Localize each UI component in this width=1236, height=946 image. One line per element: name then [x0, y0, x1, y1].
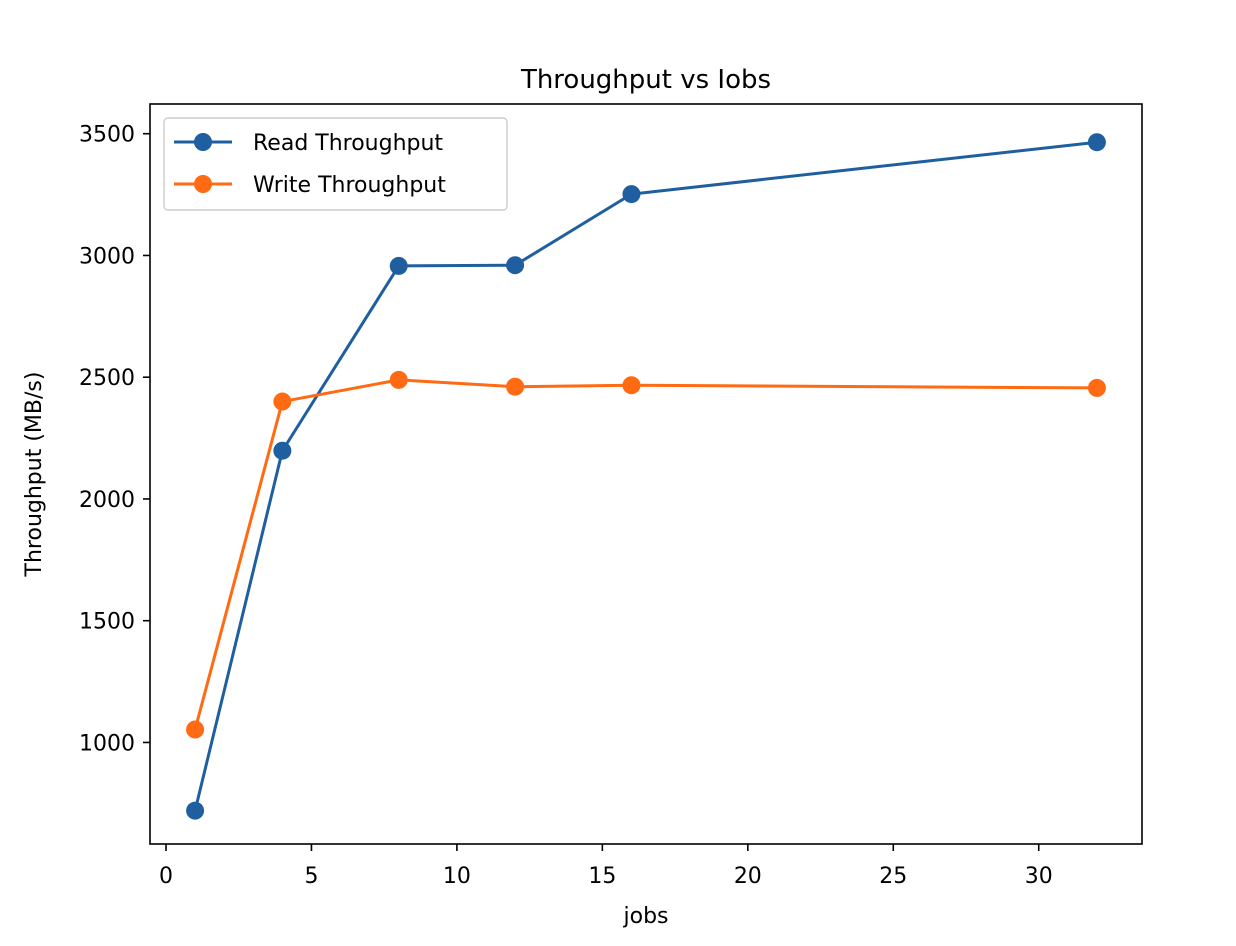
x-tick-label: 20: [734, 864, 762, 889]
data-point-read-throughput: [622, 185, 641, 204]
y-axis-label: Throughput (MB/s): [22, 372, 47, 578]
data-point-write-throughput: [389, 370, 408, 389]
series-line-write-throughput: [193, 378, 1097, 730]
x-tick-label: 0: [159, 864, 173, 889]
data-point-write-throughput: [622, 376, 641, 395]
data-point-read-throughput: [506, 256, 525, 275]
chart-title: Throughput vs Iobs: [520, 65, 771, 95]
x-axis-ticks: 0 5 10 15 20 25 30: [159, 844, 1053, 889]
x-tick-label: 10: [443, 864, 471, 889]
y-tick-label: 2500: [79, 366, 135, 391]
y-tick-label: 1000: [79, 731, 135, 756]
x-tick-label: 25: [879, 864, 907, 889]
x-axis-label: jobs: [623, 904, 669, 929]
series-layer: [186, 133, 1106, 820]
legend-label-read-throughput: Read Throughput: [253, 131, 443, 156]
y-tick-label: 1500: [79, 610, 135, 635]
x-tick-label: 5: [304, 864, 318, 889]
legend: Read Throughput Write Throughput: [163, 117, 508, 211]
series-line-read-throughput: [193, 140, 1098, 811]
legend-label-write-throughput: Write Throughput: [253, 173, 446, 198]
data-point-write-throughput: [506, 377, 525, 396]
data-point-read-throughput: [1087, 133, 1106, 152]
data-point-read-throughput: [186, 801, 205, 820]
legend-marker-write-throughput: [194, 175, 212, 193]
y-axis-ticks: 1000 1500 2000 2500 3000 3500: [79, 123, 150, 756]
y-tick-label: 3000: [79, 244, 135, 269]
data-point-read-throughput: [273, 441, 292, 460]
legend-marker-read-throughput: [194, 133, 212, 151]
legend-entries: Read Throughput Write Throughput: [174, 131, 446, 198]
x-tick-label: 15: [588, 864, 616, 889]
x-tick-label: 30: [1025, 864, 1053, 889]
data-point-read-throughput: [389, 256, 408, 275]
data-point-write-throughput: [186, 720, 205, 739]
y-tick-label: 3500: [79, 123, 135, 148]
data-point-write-throughput: [1087, 378, 1106, 397]
data-point-write-throughput: [273, 392, 292, 411]
legend-box: [163, 117, 508, 211]
plot-frame: [149, 103, 1143, 845]
y-tick-label: 2000: [79, 488, 135, 513]
